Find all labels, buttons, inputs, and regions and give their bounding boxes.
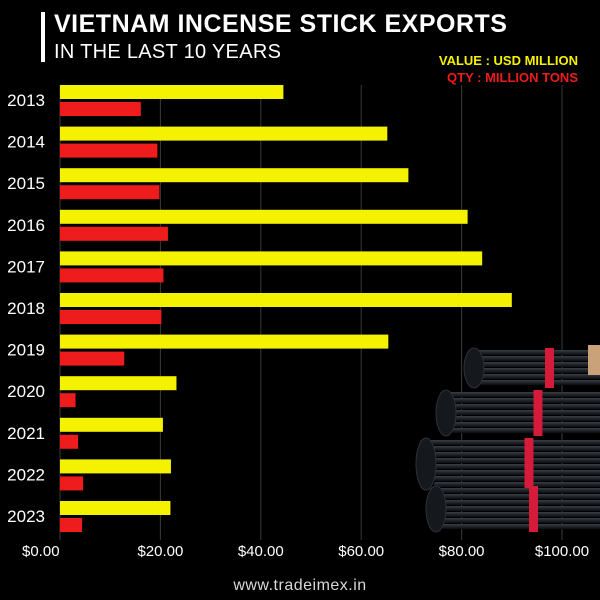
incense-stick: [442, 524, 600, 529]
year-label: 2015: [7, 174, 45, 193]
value-bar-2016: [60, 209, 468, 224]
year-label: 2013: [7, 91, 45, 110]
incense-stick: [440, 392, 600, 397]
qty-bar-2020: [60, 393, 76, 408]
qty-bar-2015: [60, 185, 160, 200]
bundle-end: [415, 437, 437, 491]
x-tick-label: $20.00: [137, 543, 183, 560]
value-bar-2014: [60, 126, 388, 141]
value-bar-2017: [60, 251, 483, 266]
incense-stick: [448, 416, 600, 421]
bars: [60, 85, 512, 532]
qty-bar-2022: [60, 476, 84, 491]
incense-stick: [430, 488, 600, 493]
x-tick-label: $100.00: [535, 543, 589, 560]
bundle-end: [435, 389, 457, 437]
value-bar-2018: [60, 293, 512, 307]
incense-stick: [438, 512, 600, 517]
incense-stick: [442, 398, 600, 403]
qty-bar-2021: [60, 434, 79, 449]
incense-stick: [432, 476, 600, 481]
axis-labels: $0.00 $20.00 $40.00 $60.00 $80.00 $100.00 2013…: [7, 91, 589, 560]
bundle-tie: [529, 486, 538, 532]
year-label: 2022: [7, 465, 45, 484]
x-tick-label: $80.00: [439, 543, 485, 560]
bundle-tie: [524, 438, 534, 490]
value-bar-2021: [60, 417, 163, 432]
incense-stick: [430, 470, 600, 475]
chart-title: VIETNAM INCENSE STICK EXPORTS: [54, 10, 508, 38]
year-label: 2016: [7, 216, 45, 235]
incense-stick: [422, 446, 600, 451]
incense-stick: [476, 374, 600, 379]
bundle-end: [425, 485, 447, 533]
incense-stick: [432, 494, 600, 499]
bundle-end: [463, 347, 485, 389]
value-bar-2020: [60, 376, 177, 391]
year-label: 2019: [7, 341, 45, 360]
incense-stick: [474, 368, 600, 373]
x-tick-label: $0.00: [22, 543, 60, 560]
value-bar-2022: [60, 459, 171, 474]
incense-stick: [444, 404, 600, 409]
incense-stick: [478, 380, 600, 385]
year-label: 2020: [7, 382, 45, 401]
incense-stick: [472, 362, 600, 367]
year-label: 2017: [7, 257, 45, 276]
x-tick-label: $40.00: [238, 543, 284, 560]
incense-stick: [428, 464, 600, 469]
incense-stick: [468, 350, 600, 355]
incense-bundles-illustration: [415, 345, 600, 533]
incense-stick: [424, 452, 600, 457]
incense-stick: [434, 482, 600, 487]
incense-stick: [426, 458, 600, 463]
x-tick-label: $60.00: [338, 543, 384, 560]
legend-qty-label: QTY : MILLION TONS: [447, 70, 578, 85]
value-bar-2013: [60, 85, 284, 99]
qty-bar-2018: [60, 310, 162, 324]
incense-stick: [420, 440, 600, 445]
incense-stick: [452, 428, 600, 433]
incense-stick: [434, 500, 600, 505]
incense-stick: [470, 356, 600, 361]
qty-bar-2023: [60, 518, 83, 532]
qty-bar-2013: [60, 102, 141, 116]
incense-stick: [436, 506, 600, 511]
incense-stick: [440, 518, 600, 523]
title-accent-bar: [41, 12, 45, 62]
bundle-tie: [533, 390, 543, 436]
year-label: 2018: [7, 299, 45, 318]
legend-value-label: VALUE : USD MILLION: [438, 53, 578, 68]
value-bar-2015: [60, 168, 409, 183]
qty-bar-2016: [60, 226, 168, 241]
incense-stick: [446, 410, 600, 415]
year-label: 2021: [7, 424, 45, 443]
value-bar-2019: [60, 334, 389, 349]
bundle-tie: [545, 348, 554, 388]
incense-stick: [450, 422, 600, 427]
year-label: 2023: [7, 507, 45, 526]
qty-bar-2017: [60, 268, 164, 283]
website-footer: www.tradeimex.in: [233, 577, 367, 594]
incense-tip: [588, 345, 600, 375]
qty-bar-2014: [60, 143, 158, 158]
qty-bar-2019: [60, 351, 125, 366]
value-bar-2023: [60, 501, 171, 515]
chart-subtitle: IN THE LAST 10 YEARS: [54, 41, 282, 63]
year-label: 2014: [7, 133, 45, 152]
